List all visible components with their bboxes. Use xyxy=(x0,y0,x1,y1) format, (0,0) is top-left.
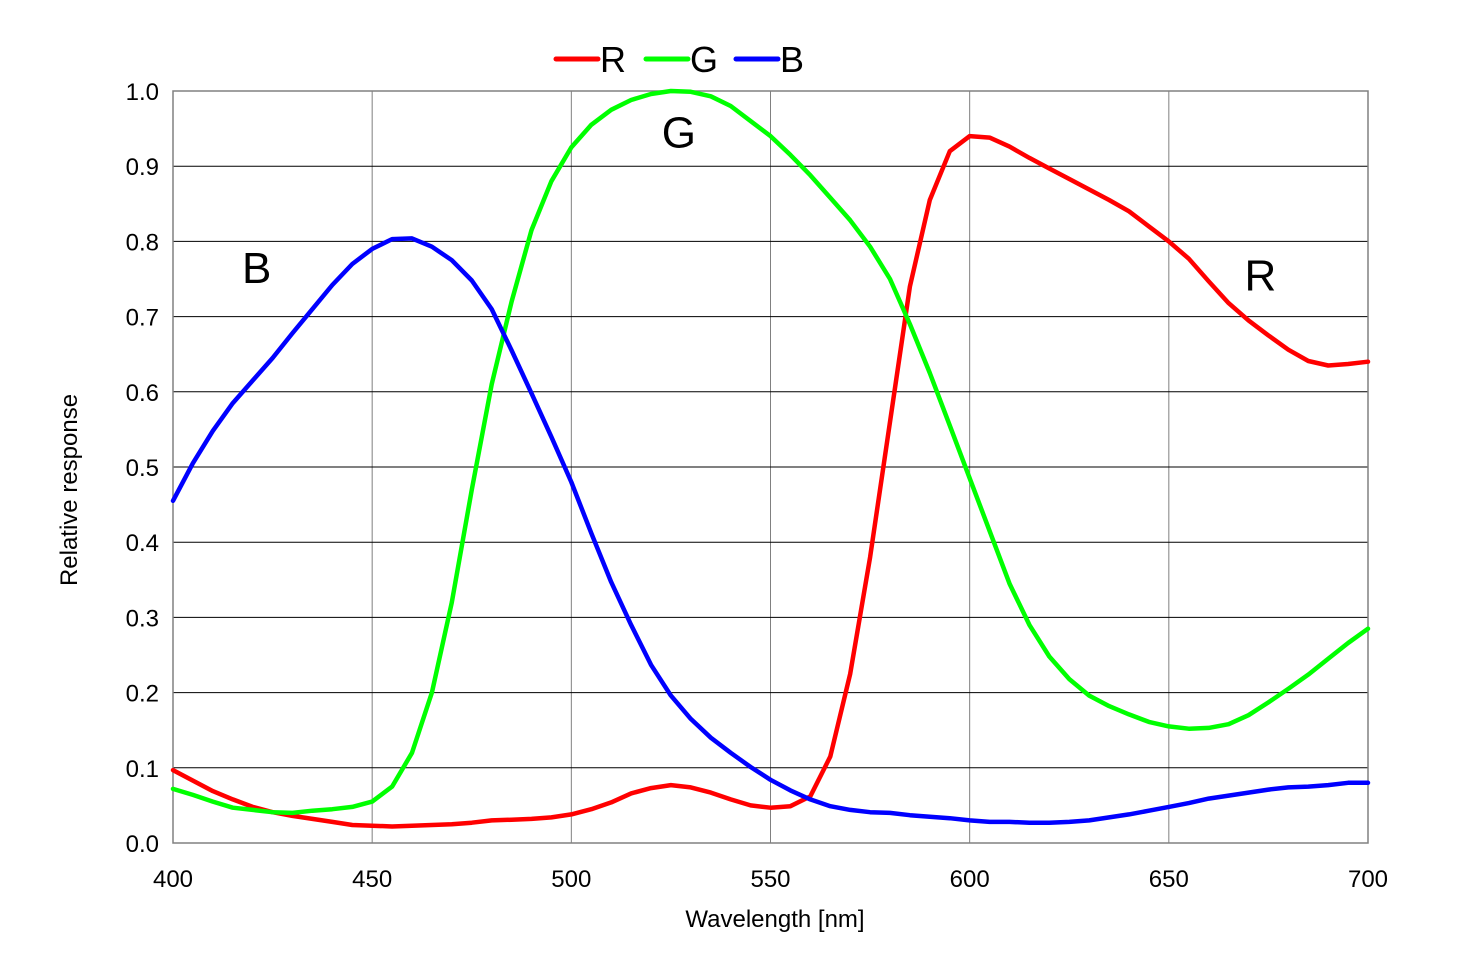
y-tick-label: 0.4 xyxy=(126,530,159,557)
legend-label: G xyxy=(690,39,718,80)
series-line-g xyxy=(170,88,1371,816)
x-tick-label: 650 xyxy=(1149,866,1189,893)
legend-label: B xyxy=(780,39,804,80)
annotation-r: R xyxy=(1245,251,1277,300)
plot-area: B G R xyxy=(170,88,1371,844)
y-axis-tick-labels: 0.0 0.1 0.2 0.3 0.4 0.5 0.6 0.7 0.8 0.9 1.0 xyxy=(126,79,159,858)
y-tick-label: 0.7 xyxy=(126,305,159,332)
legend-item-g: G xyxy=(643,39,718,80)
legend-item-b: B xyxy=(733,39,804,80)
x-tick-label: 450 xyxy=(352,866,392,893)
x-tick-label: 600 xyxy=(950,866,990,893)
series-line-b xyxy=(170,236,1371,825)
y-axis-title: Relative response xyxy=(56,394,83,586)
annotation-g: G xyxy=(662,108,696,157)
x-tick-label: 550 xyxy=(750,866,790,893)
y-tick-label: 0.3 xyxy=(126,605,159,632)
y-tick-label: 0.0 xyxy=(126,831,159,858)
x-axis-tick-labels: 400 450 500 550 600 650 700 xyxy=(153,866,1388,893)
y-tick-label: 0.5 xyxy=(126,455,159,482)
y-tick-label: 0.2 xyxy=(126,681,159,708)
y-tick-label: 0.8 xyxy=(126,229,159,256)
series-line-r xyxy=(170,133,1371,829)
annotation-b: B xyxy=(242,244,271,293)
x-tick-label: 500 xyxy=(551,866,591,893)
plot-frame xyxy=(172,90,1369,844)
x-axis-title: Wavelength [nm] xyxy=(685,906,864,933)
series-layer xyxy=(170,88,1371,829)
x-tick-label: 700 xyxy=(1348,866,1388,893)
legend-label: R xyxy=(600,39,626,80)
y-tick-label: 0.9 xyxy=(126,154,159,181)
y-tick-label: 1.0 xyxy=(126,79,159,106)
y-tick-label: 0.6 xyxy=(126,380,159,407)
y-tick-label: 0.1 xyxy=(126,756,159,783)
legend-item-r: R xyxy=(553,39,626,80)
x-tick-label: 400 xyxy=(153,866,193,893)
annotation-layer: B G R xyxy=(242,108,1276,300)
